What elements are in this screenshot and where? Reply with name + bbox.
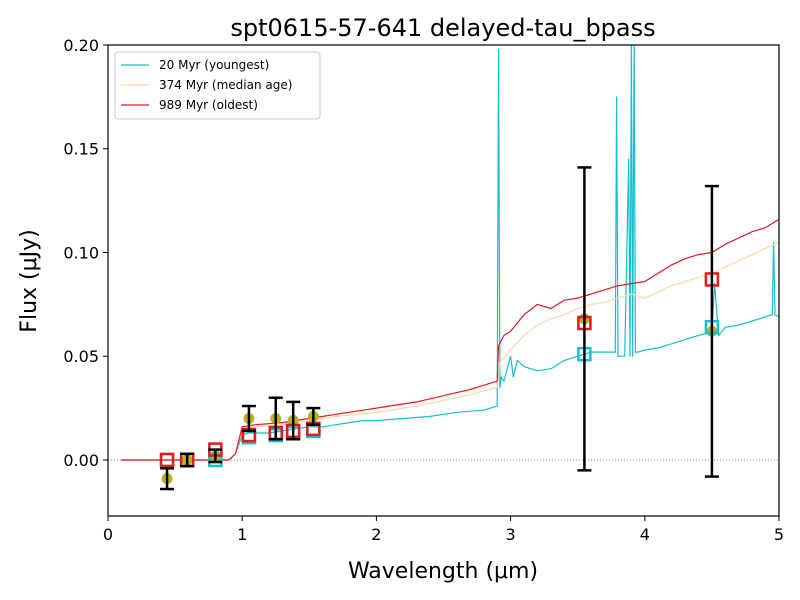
error-bar: [208, 448, 223, 464]
y-tick-label: 0.10: [63, 243, 99, 262]
plot-frame: [107, 44, 780, 517]
error-bar: [160, 467, 175, 491]
x-tick-label: 1: [237, 525, 247, 544]
error-bar: [306, 406, 321, 426]
x-tick-label: 3: [506, 525, 516, 544]
y-tick-label: 0.00: [63, 451, 99, 470]
legend-entry: 989 Myr (oldest): [159, 98, 258, 112]
chart-title: spt0615-57-641 delayed-tau_bpass: [230, 14, 655, 42]
y-tick-label: 0.05: [63, 347, 99, 366]
error-bar: [704, 184, 719, 478]
y-axis-label: Flux (μJy): [17, 229, 42, 332]
x-axis-label: Wavelength (μm): [348, 559, 538, 584]
error-bar: [268, 396, 283, 441]
y-tick-label: 0.15: [63, 140, 99, 159]
x-tick-label: 5: [774, 525, 784, 544]
legend-box: [114, 51, 321, 120]
legend: 20 Myr (youngest) 374 Myr (median age) 989…: [114, 51, 321, 120]
error-bar: [180, 452, 195, 468]
x-tick-label: 2: [371, 525, 381, 544]
y-tick-label: 0.20: [63, 36, 99, 55]
series-line-2: [121, 218, 779, 461]
x-tick-label: 0: [103, 525, 113, 544]
error-bar: [577, 166, 592, 472]
legend-entry: 20 Myr (youngest): [159, 58, 269, 72]
x-tick-label: 4: [640, 525, 650, 544]
model-photometry-point: [159, 452, 175, 468]
error-bar: [286, 400, 301, 441]
legend-entry: 374 Myr (median age): [159, 78, 292, 92]
series-line-1: [121, 241, 779, 461]
error-bar: [241, 404, 256, 433]
